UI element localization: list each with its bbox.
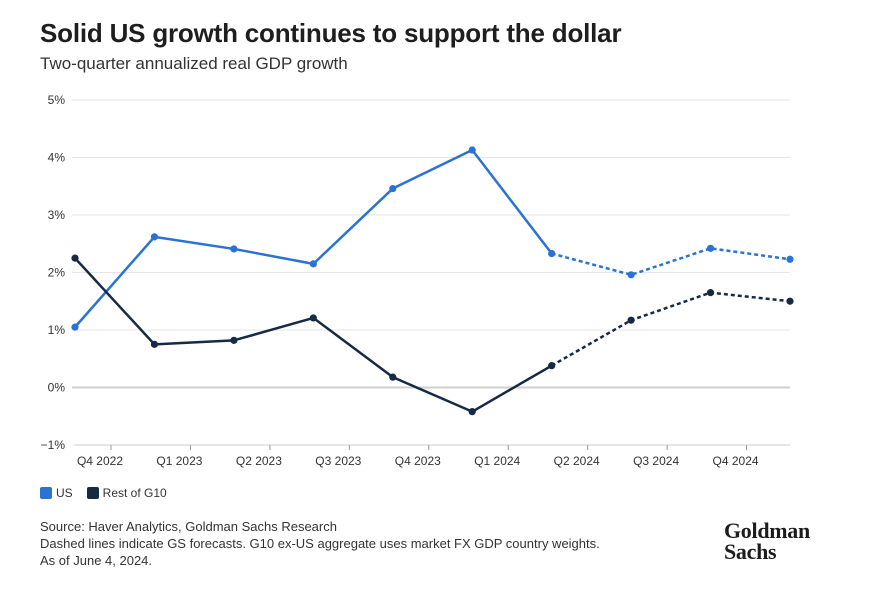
data-point-us — [389, 184, 397, 193]
x-tick-label: Q2 2023 — [236, 454, 282, 468]
legend-label-rest-of-g10: Rest of G10 — [102, 486, 167, 500]
legend-swatch-rest-of-g10 — [86, 487, 99, 499]
x-tick-label: Q3 2023 — [315, 454, 361, 468]
footnote: Source: Haver Analytics, Goldman Sachs R… — [40, 518, 600, 569]
series-lines — [74, 148, 791, 413]
data-point-us — [309, 260, 317, 268]
legend-swatch-us — [40, 487, 52, 499]
forecast-line-us — [551, 247, 791, 277]
forecast-note: Dashed lines indicate GS forecasts. G10 … — [40, 536, 600, 551]
data-point-us — [150, 233, 159, 241]
legend: US Rest of G10 — [40, 486, 181, 500]
x-tick-label: Q2 2024 — [554, 454, 600, 468]
x-tick-label: Q4 2022 — [77, 454, 123, 468]
x-tick-label: Q4 2024 — [713, 454, 759, 468]
x-tick-label: Q4 2023 — [395, 454, 441, 468]
data-point-us — [706, 244, 715, 252]
data-point-rest-of-g10 — [627, 316, 635, 324]
x-tick-label: Q1 2023 — [156, 454, 202, 468]
data-point-rest-of-g10 — [706, 289, 715, 297]
x-tick-label: Q3 2024 — [633, 454, 679, 468]
data-point-rest-of-g10 — [230, 336, 238, 344]
forecast-line-rest-of-g10 — [551, 291, 791, 367]
data-point-us — [71, 323, 79, 331]
data-point-rest-of-g10 — [468, 408, 476, 416]
legend-label-us: US — [56, 486, 73, 500]
date-note: As of June 4, 2024. — [40, 553, 153, 568]
data-point-rest-of-g10 — [309, 314, 317, 322]
y-tick-label: 5% — [48, 93, 66, 107]
data-point-rest-of-g10 — [389, 373, 397, 381]
data-point-us — [468, 146, 476, 154]
axes: −1% 0% 1% 2% 3% 4% 5% Q4 2022 Q1 2023 Q2 2023 Q3 2… — [41, 93, 790, 468]
source-note: Source: Haver Analytics, Goldman Sachs R… — [40, 519, 337, 534]
data-point-rest-of-g10 — [71, 254, 79, 262]
y-tick-label: 2% — [48, 266, 66, 280]
goldman-sachs-logo: Goldman Sachs — [724, 518, 810, 564]
data-point-us — [230, 245, 238, 253]
data-point-us — [786, 255, 794, 263]
y-tick-label: 4% — [48, 151, 66, 165]
data-point-rest-of-g10 — [150, 340, 159, 348]
chart-title: Solid US growth continues to support the… — [40, 18, 622, 48]
y-tick-label: 1% — [48, 323, 66, 337]
series-line-us — [74, 148, 553, 328]
y-tick-label: −1% — [41, 438, 66, 452]
y-tick-label: 3% — [48, 208, 66, 222]
x-tick-label: Q1 2024 — [474, 454, 520, 468]
line-chart: −1% 0% 1% 2% 3% 4% 5% Q4 2022 Q1 2023 Q2 2023 Q3 2… — [41, 93, 794, 468]
data-point-rest-of-g10 — [786, 297, 794, 305]
data-point-rest-of-g10 — [548, 362, 556, 370]
data-point-us — [627, 271, 635, 279]
y-tick-label: 0% — [48, 381, 66, 395]
data-points — [71, 146, 794, 416]
legend-item-us: US — [40, 486, 73, 500]
series-line-rest-of-g10 — [74, 257, 553, 413]
data-point-us — [548, 249, 556, 258]
legend-item-rest-of-g10: Rest of G10 — [86, 486, 167, 500]
chart-subtitle: Two-quarter annualized real GDP growth — [40, 54, 348, 73]
